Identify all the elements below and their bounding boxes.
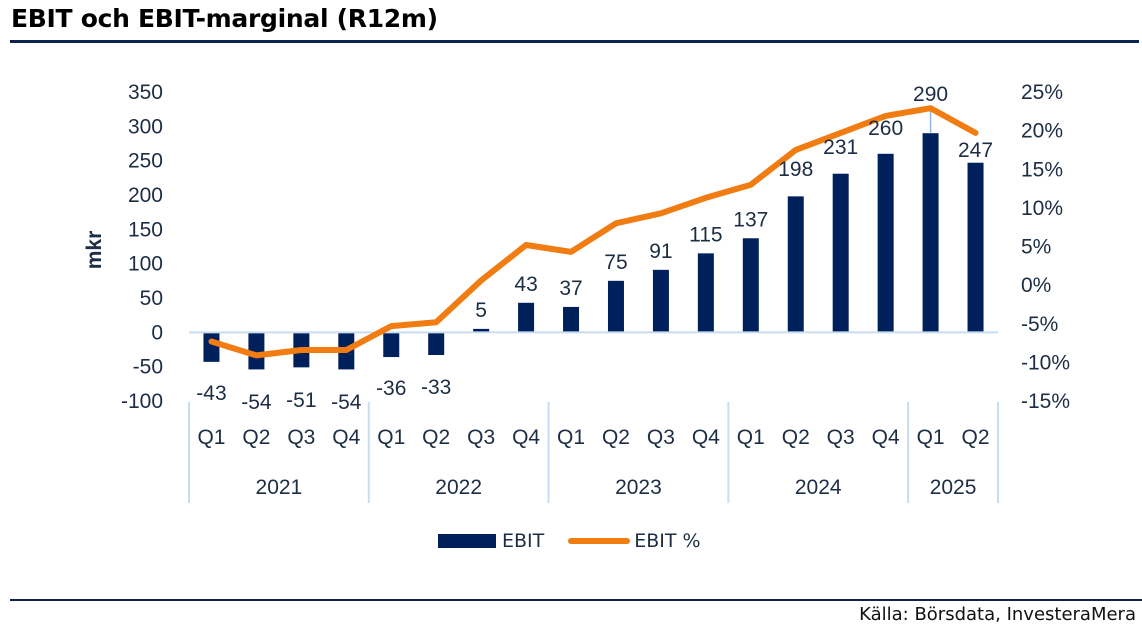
y-axis-title: mkr	[83, 231, 106, 270]
data-label-ebit: 91	[649, 240, 672, 263]
line-ebit-pct	[208, 105, 979, 359]
x-tick-label: Q3	[827, 426, 855, 449]
bar-ebit	[652, 269, 669, 333]
data-label-ebit: -33	[421, 376, 451, 399]
x-axis: Q1 Q2 Q3 Q4 Q1 Q2 Q3 Q4 Q1 Q2 Q3 Q4 Q1 Q2 Q3 Q4 Q1 Q2 2021…	[188, 402, 999, 503]
x-tick-label: Q1	[737, 426, 765, 449]
y2-tick-label: 20%	[1021, 120, 1063, 143]
bar-ebit	[832, 173, 849, 333]
y2-tick-label: 0%	[1021, 274, 1051, 297]
x-tick-label: Q3	[287, 426, 315, 449]
bar-ebit	[877, 153, 894, 333]
y-tick-label: 200	[128, 184, 163, 207]
data-label-ebit: -54	[331, 391, 362, 414]
x-tick-label: Q2	[242, 426, 270, 449]
x-tick-label: Q3	[647, 426, 675, 449]
y2-tick-label: -10%	[1021, 351, 1070, 374]
bar-ebit	[248, 332, 265, 370]
data-label-ebit: -36	[376, 377, 406, 400]
y2-tick-label: -5%	[1021, 313, 1058, 336]
data-label-ebit: 247	[958, 139, 993, 162]
bar-ebit	[922, 133, 939, 333]
x-tick-label: Q1	[917, 426, 945, 449]
y-tick-label: 100	[128, 253, 163, 276]
bar-ebit	[563, 306, 580, 333]
bar-ebit	[473, 328, 490, 333]
x-group-label: 2025	[930, 476, 977, 499]
y-tick-label: -50	[133, 356, 163, 379]
y-tick-label: -100	[121, 390, 163, 413]
footer-divider	[10, 599, 1142, 601]
bar-ebit	[203, 332, 220, 362]
x-tick-label: Q2	[782, 426, 810, 449]
legend: EBIT EBIT %	[438, 530, 701, 552]
bar-ebit	[967, 162, 984, 333]
bar-ebit	[787, 196, 804, 333]
data-label-ebit: 137	[733, 208, 768, 231]
x-tick-label: Q1	[377, 426, 405, 449]
y-tick-label: 250	[128, 150, 163, 173]
data-label-ebit: 231	[823, 136, 858, 159]
data-label-ebit: 5	[475, 299, 487, 322]
bar-ebit	[697, 253, 714, 333]
x-tick-label: Q4	[332, 426, 360, 449]
line-series-ebit-pct	[208, 105, 979, 359]
x-tick-label: Q3	[467, 426, 495, 449]
chart-title: EBIT och EBIT-marginal (R12m)	[11, 4, 438, 33]
legend-label-ebit: EBIT	[502, 530, 545, 552]
y-axis-left: 350 300 250 200 150 100 50 0 -50 -100	[121, 81, 163, 413]
x-tick-label: Q2	[602, 426, 630, 449]
title-divider	[10, 40, 1139, 43]
y-tick-label: 50	[140, 287, 163, 310]
source-note: Källa: Börsdata, InvesteraMera	[859, 604, 1136, 625]
data-label-ebit: 290	[913, 83, 948, 106]
y-tick-label: 0	[151, 321, 163, 344]
x-group-label: 2023	[615, 476, 662, 499]
x-tick-label: Q2	[962, 426, 990, 449]
data-label-ebit: -43	[196, 382, 226, 405]
y2-tick-label: 5%	[1021, 236, 1051, 259]
bar-ebit	[607, 280, 624, 333]
data-label-ebit: -51	[286, 389, 316, 412]
data-label-ebit: 260	[868, 117, 903, 140]
x-group-label: 2024	[795, 476, 842, 499]
y2-tick-label: -15%	[1021, 390, 1070, 413]
legend-swatch-ebit	[438, 534, 496, 548]
data-label-ebit: 37	[559, 277, 582, 300]
x-tick-label: Q1	[197, 426, 225, 449]
y-tick-label: 150	[128, 218, 163, 241]
bar-series-ebit	[203, 133, 984, 370]
data-label-ebit: 43	[514, 273, 537, 296]
y2-tick-label: 15%	[1021, 158, 1063, 181]
x-tick-label: Q4	[692, 426, 720, 449]
bar-ebit	[428, 332, 445, 355]
bar-ebit	[518, 302, 535, 333]
x-tick-label: Q4	[512, 426, 540, 449]
data-label-ebit: 75	[604, 251, 627, 274]
x-tick-label: Q4	[872, 426, 900, 449]
x-tick-label: Q2	[422, 426, 450, 449]
y-tick-label: 350	[128, 81, 163, 104]
data-label-ebit: 198	[778, 158, 813, 181]
bar-ebit	[383, 332, 400, 358]
data-label-ebit: 115	[689, 223, 722, 246]
legend-label-ebit-pct: EBIT %	[634, 530, 701, 552]
x-group-label: 2022	[435, 476, 482, 499]
legend-swatch-ebit-pct	[568, 538, 631, 544]
y-axis-right: 25% 20% 15% 10% 5% 0% -5% -10% -15%	[1021, 81, 1070, 413]
y2-tick-label: 10%	[1021, 197, 1063, 220]
y2-tick-label: 25%	[1021, 81, 1063, 104]
data-labels: -43 -54 -51 -54 -36 -33 5 43 37 75 91 115 137 198 231 2…	[196, 83, 993, 414]
x-group-label: 2021	[256, 476, 303, 499]
x-tick-label: Q1	[557, 426, 585, 449]
data-label-ebit: -54	[241, 391, 272, 414]
y-tick-label: 300	[128, 115, 163, 138]
bar-ebit	[742, 238, 759, 333]
